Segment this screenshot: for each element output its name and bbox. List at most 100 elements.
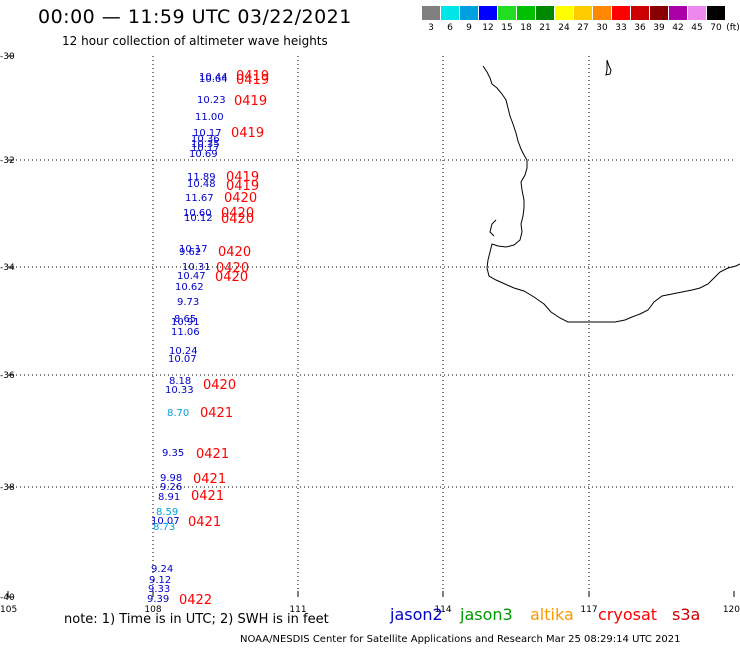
color-swatch-label: 9 bbox=[466, 23, 472, 33]
color-swatch bbox=[536, 6, 554, 20]
color-swatch bbox=[612, 6, 630, 20]
wave-height-value: 10.17 bbox=[191, 143, 220, 154]
color-swatch bbox=[498, 6, 516, 20]
wave-height-value: 10.17 bbox=[179, 244, 208, 255]
wave-height-value: 10.35 bbox=[191, 139, 220, 150]
color-swatch-label: 18 bbox=[520, 23, 532, 33]
wave-height-value: 10.23 bbox=[197, 95, 226, 106]
wave-height-value: 9.26 bbox=[160, 482, 182, 493]
wave-height-value: 10.12 bbox=[184, 213, 213, 224]
pass-time-label: 0419 bbox=[226, 170, 259, 185]
color-swatch-label: 21 bbox=[539, 23, 551, 33]
wave-height-value: 8.65 bbox=[174, 314, 196, 325]
lon-tick-label: 114 bbox=[434, 605, 451, 615]
wave-height-value: 11.67 bbox=[185, 193, 214, 204]
map-title: 00:00 — 11:59 UTC 03/22/2021 bbox=[38, 6, 352, 28]
wave-height-value: 8.70 bbox=[167, 408, 189, 419]
australia-coastline bbox=[482, 65, 740, 323]
coast-hook bbox=[489, 219, 497, 237]
wave-height-value: 10.07 bbox=[151, 516, 180, 527]
graticule bbox=[8, 56, 734, 597]
color-swatch-label: 15 bbox=[501, 23, 513, 33]
wave-height-value: 10.24 bbox=[169, 346, 198, 357]
satellite-legend-item: s3a bbox=[672, 605, 701, 624]
wave-height-value: 10.60 bbox=[183, 208, 212, 219]
lat-tick-label: -40 bbox=[0, 593, 15, 603]
pass-time-label: 0419 bbox=[226, 179, 259, 194]
pass-time-label: 0420 bbox=[221, 206, 254, 221]
wave-height-value: 10.47 bbox=[177, 271, 206, 282]
color-swatch bbox=[669, 6, 687, 20]
wave-height-value: 10.48 bbox=[187, 179, 216, 190]
wave-height-value: 10.17 bbox=[193, 128, 222, 139]
pass-time-label: 0419 bbox=[236, 69, 269, 84]
lat-tick-label: -32 bbox=[0, 156, 15, 166]
wave-height-value: 9.62 bbox=[179, 247, 201, 258]
satellite-legend-item: jason3 bbox=[460, 605, 513, 624]
color-swatch-label: 42 bbox=[672, 23, 684, 33]
pass-time-label: 0420 bbox=[216, 261, 249, 276]
lon-tick-label: 108 bbox=[144, 605, 161, 615]
color-swatch bbox=[479, 6, 497, 20]
pass-time-label: 0420 bbox=[221, 212, 254, 227]
pass-time-label: 0419 bbox=[234, 94, 267, 109]
color-swatch bbox=[650, 6, 668, 20]
wave-height-value: 10.69 bbox=[189, 149, 218, 160]
wave-height-value: 10.91 bbox=[171, 317, 200, 328]
wave-height-value: 11.06 bbox=[171, 327, 200, 338]
wave-height-value: 11.00 bbox=[195, 112, 224, 123]
wave-height-value: 10.33 bbox=[165, 385, 194, 396]
lat-tick-label: -36 bbox=[0, 371, 15, 381]
wave-height-value: 9.24 bbox=[151, 564, 173, 575]
satellite-legend-item: jason2 bbox=[390, 605, 443, 624]
pass-time-label: 0421 bbox=[188, 515, 221, 530]
color-swatch-label: 12 bbox=[482, 23, 494, 33]
color-swatch bbox=[631, 6, 649, 20]
color-swatch-label: 70 bbox=[710, 23, 722, 33]
wave-height-value: 9.39 bbox=[147, 594, 169, 605]
pass-time-label: 0420 bbox=[215, 270, 248, 285]
wave-height-value: 10.62 bbox=[175, 282, 204, 293]
lat-tick-label: -30 bbox=[0, 52, 15, 62]
wave-height-readings: 10.4410.6410.2311.0010.1710.3610.3510.17… bbox=[147, 72, 228, 605]
lon-tick-label: 111 bbox=[289, 605, 306, 615]
satellite-legend-item: altika bbox=[530, 605, 574, 624]
color-swatch-label: 6 bbox=[447, 23, 453, 33]
pass-time-label: 0420 bbox=[218, 245, 251, 260]
wave-height-value: 9.33 bbox=[148, 584, 170, 595]
color-swatch bbox=[422, 6, 440, 20]
pass-time-labels: 0419041904190419041904190420042004200420… bbox=[179, 69, 269, 608]
pass-time-label: 0419 bbox=[231, 126, 264, 141]
color-swatch-label: 33 bbox=[615, 23, 627, 33]
wave-height-value: 10.36 bbox=[191, 134, 220, 145]
color-swatch-label: 3 bbox=[428, 23, 434, 33]
wave-height-value: 9.12 bbox=[149, 575, 171, 586]
color-swatch-label: 24 bbox=[558, 23, 570, 33]
pass-time-label: 0421 bbox=[193, 472, 226, 487]
color-swatch bbox=[688, 6, 706, 20]
map-axes: -30 -32 -34 -36 -38 -40 105 108 111 114 117 120 bbox=[0, 52, 740, 615]
color-swatch-label: 27 bbox=[577, 23, 589, 33]
pass-time-label: 0420 bbox=[203, 378, 236, 393]
wave-height-value: 8.91 bbox=[158, 492, 180, 503]
wave-height-value: 9.73 bbox=[177, 297, 199, 308]
color-swatch-label: 45 bbox=[691, 23, 703, 33]
lon-tick-label: 120 bbox=[723, 605, 740, 615]
pass-time-label: 0421 bbox=[191, 489, 224, 504]
color-swatch bbox=[574, 6, 592, 20]
color-swatch bbox=[555, 6, 573, 20]
lat-tick-label: -38 bbox=[0, 483, 15, 493]
wave-height-value: 9.35 bbox=[162, 448, 184, 459]
credit-line: NOAA/NESDIS Center for Satellite Applica… bbox=[240, 634, 681, 645]
pass-time-label: 0421 bbox=[196, 447, 229, 462]
wave-height-value: 10.31 bbox=[182, 262, 211, 273]
wave-height-value: 8.18 bbox=[169, 376, 191, 387]
wave-height-value: 8.59 bbox=[156, 507, 178, 518]
wave-height-value: 9.98 bbox=[160, 473, 182, 484]
wave-height-value: 10.44 bbox=[199, 72, 228, 83]
color-swatch bbox=[460, 6, 478, 20]
island bbox=[605, 59, 612, 76]
color-swatch bbox=[593, 6, 611, 20]
lon-tick-label: 117 bbox=[580, 605, 597, 615]
